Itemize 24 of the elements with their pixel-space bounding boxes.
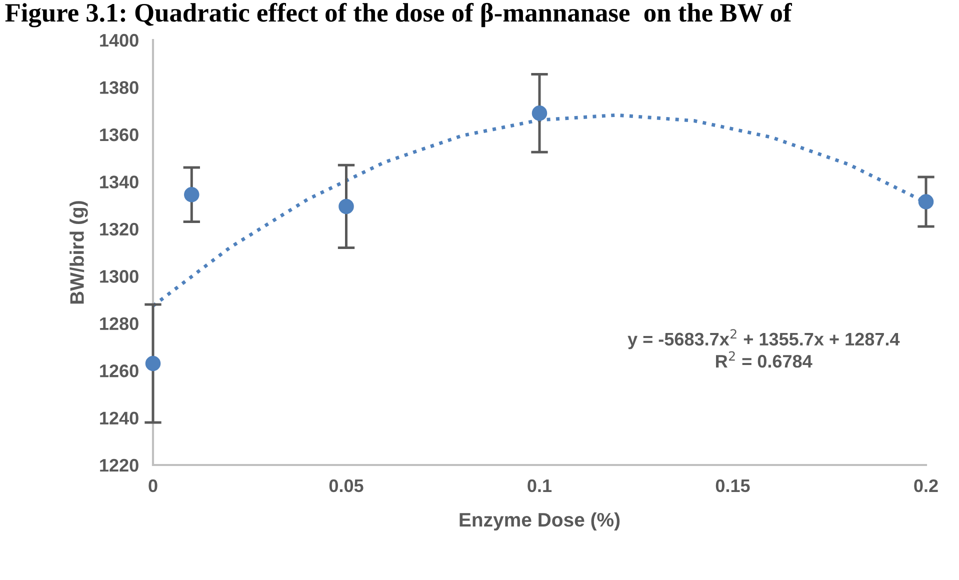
y-tick-label: 1320 [100, 222, 138, 236]
point [184, 187, 200, 202]
y-tick-label: 1360 [100, 128, 138, 142]
x-tick-label: 0.2 [914, 479, 938, 492]
x-tick-label: 0.05 [329, 479, 364, 492]
x-tick-label: 0 [148, 479, 158, 492]
y-tick-label: 1240 [100, 412, 138, 424]
y-tick-label: 1280 [100, 317, 138, 330]
y-tick-label: 1380 [100, 81, 138, 94]
x-tick-label: 0.1 [528, 479, 552, 492]
point [532, 106, 548, 121]
chart-title: Figure 3.1: Quadratic effect of the dose of β-mannanase on the BW of [5, 2, 792, 28]
point [145, 356, 161, 372]
x-tick-label: 0.15 [716, 479, 750, 492]
annotation: y = -5683.7x$^{2}$ + 1355.7x + 1287.4 R$^{2}$ = 0.6784 [628, 329, 900, 368]
point [338, 198, 354, 214]
x-axis-title: Enzyme Dose (%) [460, 512, 620, 531]
point [918, 194, 934, 210]
y-tick-label: 1220 [100, 458, 138, 472]
y-tick-label: 1300 [100, 270, 138, 283]
y-tick-label: 1400 [100, 34, 138, 47]
y-axis-title: BW/bird (g) [70, 201, 88, 304]
y-tick-label: 1340 [100, 176, 138, 188]
y-tick-label: 1260 [100, 364, 138, 378]
